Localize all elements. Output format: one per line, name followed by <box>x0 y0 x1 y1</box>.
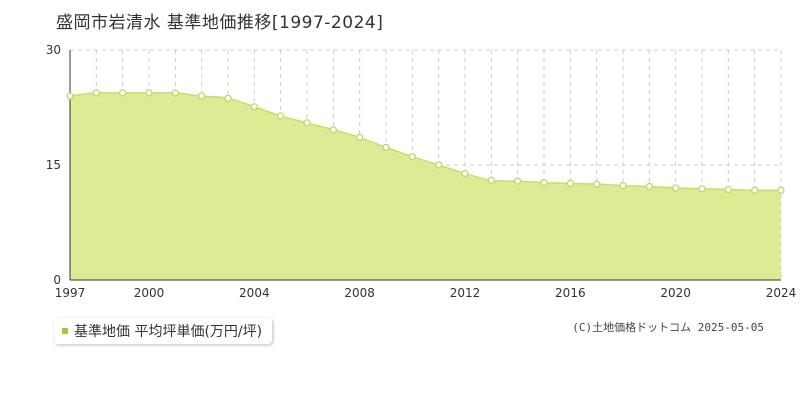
data-point <box>698 185 706 193</box>
data-point <box>277 112 285 120</box>
x-tick-label: 2004 <box>239 286 270 300</box>
data-point <box>329 126 337 134</box>
data-point <box>540 178 548 187</box>
data-point <box>672 184 680 192</box>
data-point <box>487 176 495 184</box>
data-point <box>514 177 522 185</box>
tick-labels: 0 15 30 1997 2000 2004 2008 2012 2016 2020 2024 <box>46 43 797 300</box>
y-tick-label: 15 <box>46 158 61 172</box>
data-point <box>724 185 732 194</box>
data-point <box>198 92 206 100</box>
data-point <box>303 119 311 127</box>
x-tick-label: 2024 <box>766 286 797 300</box>
data-point <box>250 103 258 111</box>
legend: 基準地価 平均坪単価(万円/坪) <box>54 318 273 344</box>
legend-label: 基準地価 平均坪単価(万円/坪) <box>74 324 263 340</box>
axes <box>69 50 781 281</box>
data-point <box>435 161 443 169</box>
data-point <box>408 152 416 161</box>
y-tick-label: 0 <box>53 273 61 287</box>
data-markers <box>66 89 785 194</box>
x-tick-label: 2016 <box>555 286 586 300</box>
x-tick-label: 2012 <box>450 286 481 300</box>
data-point <box>751 186 759 194</box>
data-point <box>66 92 74 100</box>
data-point <box>171 89 179 97</box>
area-series <box>69 91 782 280</box>
data-point <box>224 94 232 102</box>
y-tick-label: 30 <box>46 43 61 57</box>
data-point <box>119 89 127 97</box>
data-point <box>461 169 469 178</box>
data-point <box>356 133 364 142</box>
data-point <box>145 89 153 97</box>
series-line <box>69 91 782 192</box>
data-point <box>566 179 574 188</box>
data-point <box>777 186 785 194</box>
x-tick-label: 1997 <box>55 286 86 300</box>
x-tick-label: 2020 <box>660 286 691 300</box>
x-tick-label: 2000 <box>134 286 165 300</box>
legend-swatch <box>62 328 68 334</box>
data-point <box>593 180 601 188</box>
area-fill <box>70 92 781 280</box>
x-tick-label: 2008 <box>344 286 375 300</box>
chart-title: 盛岡市岩清水 基準地価推移[1997-2024] <box>56 13 384 33</box>
data-point <box>645 182 653 191</box>
data-point <box>92 89 100 97</box>
data-point <box>382 143 390 152</box>
credit-text: (C)土地価格ドットコム 2025-05-05 <box>572 321 764 334</box>
data-point <box>619 182 627 190</box>
